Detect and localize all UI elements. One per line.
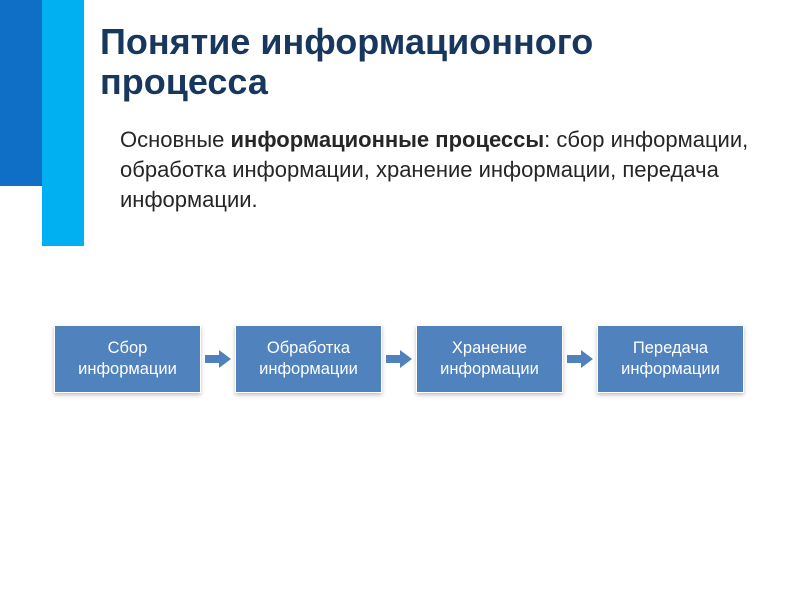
flow-node-3: Хранение информации xyxy=(416,325,563,393)
body-plain-1: Основные xyxy=(120,127,231,152)
flow-arrow-3 xyxy=(563,350,597,368)
flow-arrow-2 xyxy=(382,350,416,368)
flow-node-1: Сбор информации xyxy=(54,325,201,393)
flow-node-2-line2: информации xyxy=(259,359,358,380)
flow-node-4-line2: информации xyxy=(621,359,720,380)
sidebar-accent-dark xyxy=(0,0,42,186)
flow-node-4: Передача информации xyxy=(597,325,744,393)
body-bold: информационные процессы xyxy=(231,127,545,152)
body-paragraph: Основные информационные процессы: сбор и… xyxy=(100,125,770,214)
flow-node-1-line2: информации xyxy=(78,359,177,380)
content-area: Понятие информационного процесса Основны… xyxy=(100,22,770,214)
sidebar-accent-light xyxy=(42,0,84,246)
flow-node-2: Обработка информации xyxy=(235,325,382,393)
flow-node-2-line1: Обработка xyxy=(259,338,358,359)
flow-node-3-line1: Хранение xyxy=(440,338,539,359)
flow-node-3-line2: информации xyxy=(440,359,539,380)
flow-node-1-line1: Сбор xyxy=(78,338,177,359)
page-title: Понятие информационного процесса xyxy=(100,22,770,101)
flow-arrow-1 xyxy=(201,350,235,368)
flow-node-4-line1: Передача xyxy=(621,338,720,359)
flowchart: Сбор информации Обработка информации Хра… xyxy=(54,325,744,393)
